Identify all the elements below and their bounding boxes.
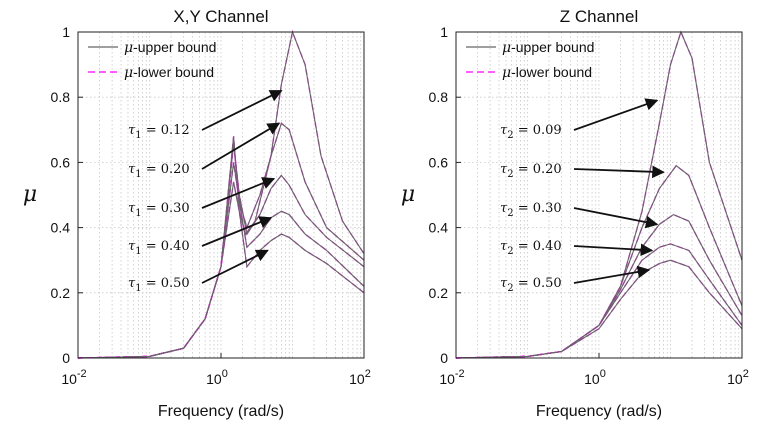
y-axis-label: μ	[23, 182, 37, 207]
y-tick-label: 0	[62, 350, 70, 366]
x-tick-label: 10-2	[439, 368, 464, 387]
annotation-label: τ1 = 0.20	[128, 162, 190, 180]
y-tick-label: 0.8	[51, 89, 71, 105]
legend-entry: μ-lower bound	[502, 64, 592, 81]
annotation-label: τ2 = 0.20	[500, 162, 562, 180]
x-tick-label: 102	[349, 368, 371, 387]
y-tick-label: 0.4	[429, 220, 449, 236]
annotation-label: τ2 = 0.09	[500, 123, 562, 141]
chart-title: X,Y Channel	[173, 7, 268, 26]
series-lower-tau-0.3	[77, 142, 365, 359]
annotation-label: τ1 = 0.40	[128, 239, 190, 257]
annotation-arrow	[573, 165, 665, 179]
legend-entry: μ-upper bound	[502, 39, 594, 56]
x-tick-label: 100	[206, 368, 228, 387]
chart-panel-1: X,Y Channel 0 0.2 0.4 0.6 0.8 1 10-2 100 102 Frequ…	[23, 7, 371, 420]
annotation-label: τ2 = 0.40	[500, 239, 562, 257]
x-axis-label: Frequency (rad/s)	[536, 403, 662, 420]
annotation-label: τ1 = 0.12	[128, 123, 190, 141]
annotation-arrow	[573, 265, 651, 284]
y-tick-label: 0.2	[51, 285, 71, 301]
annotation-arrow	[201, 89, 283, 131]
y-axis-label: μ	[401, 182, 415, 207]
chart-title: Z Channel	[560, 7, 638, 26]
annotation-arrow	[201, 216, 273, 247]
y-tick-label: 0	[440, 350, 448, 366]
y-tick-label: 1	[440, 24, 448, 40]
x-axis-label: Frequency (rad/s)	[158, 403, 284, 420]
legend-entry: μ-upper bound	[124, 39, 216, 56]
annotation-label: τ1 = 0.50	[128, 276, 190, 294]
y-tick-label: 1	[62, 24, 70, 40]
annotation-label: τ1 = 0.30	[128, 201, 190, 219]
y-tick-label: 0.2	[429, 285, 449, 301]
y-tick-label: 0.6	[51, 154, 71, 170]
y-tick-label: 0.8	[429, 89, 449, 105]
series-upper-tau-0.3	[77, 142, 365, 359]
y-tick-label: 0.4	[51, 220, 71, 236]
legend-entry: μ-lower bound	[124, 64, 214, 81]
x-tick-label: 100	[584, 368, 606, 387]
series-lower-tau-0.4	[77, 142, 365, 359]
annotation-arrow	[573, 207, 659, 229]
y-tick-label: 0.6	[429, 154, 449, 170]
annotation-arrow	[201, 249, 269, 284]
series-upper-tau-0.4	[77, 142, 365, 359]
annotation-arrow	[573, 243, 654, 257]
x-tick-label: 10-2	[61, 368, 86, 387]
annotation-arrow	[573, 98, 659, 131]
chart-panel-2: Z Channel 0 0.2 0.4 0.6 0.8 1 10-2 100 102 Frequen…	[401, 7, 749, 420]
annotation-arrow	[201, 122, 281, 170]
annotation-label: τ2 = 0.50	[500, 276, 562, 294]
x-tick-label: 102	[727, 368, 749, 387]
annotation-arrow	[201, 177, 276, 209]
annotation-label: τ2 = 0.30	[500, 201, 562, 219]
series-upper-tau-0.5	[77, 136, 365, 359]
